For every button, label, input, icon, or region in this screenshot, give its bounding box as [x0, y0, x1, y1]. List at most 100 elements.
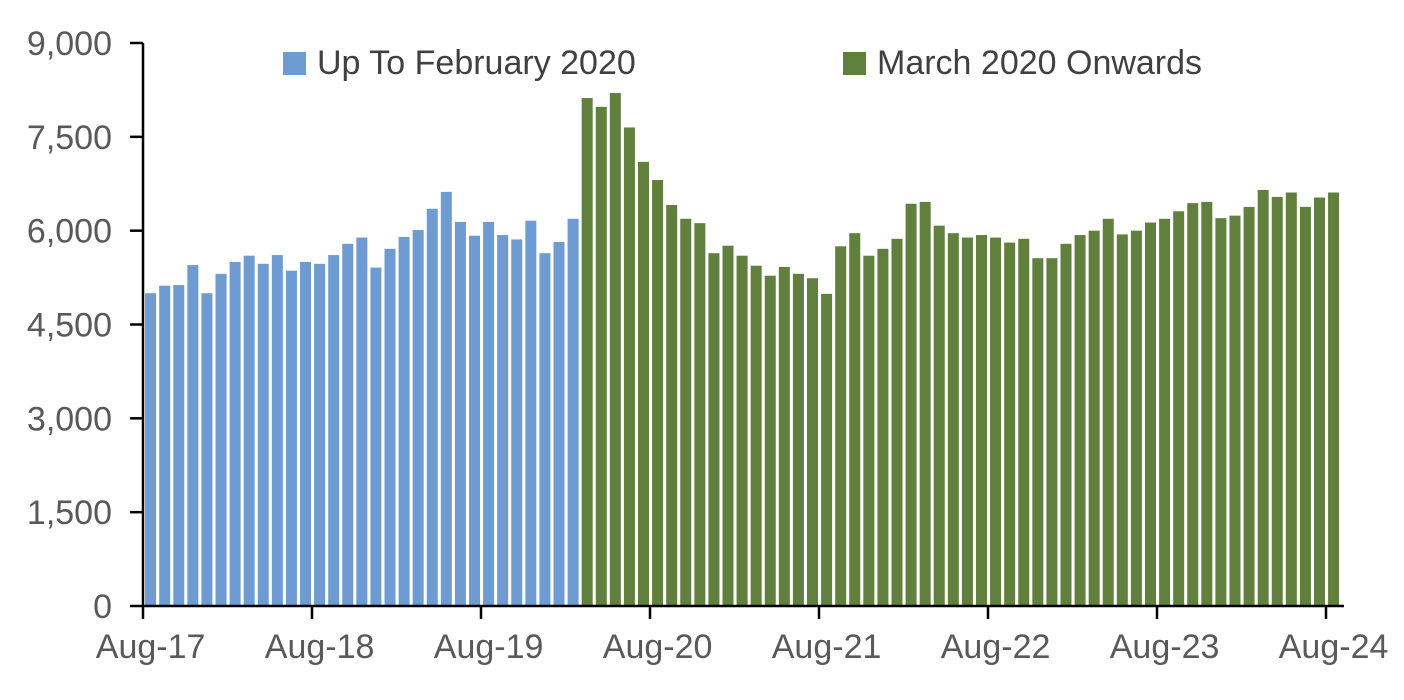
- bar-Jun-24: [1299, 206, 1311, 606]
- bar-Jul-23: [1144, 222, 1156, 606]
- x-axis-label-Aug-20: Aug-20: [603, 628, 713, 666]
- bar-Jul-21: [807, 278, 818, 606]
- bar-Aug-19: [483, 221, 495, 606]
- bar-Oct-21: [849, 233, 861, 607]
- bar-May-19: [440, 191, 452, 606]
- bar-Oct-20: [680, 218, 692, 606]
- bar-Dec-20: [708, 253, 720, 606]
- bar-Aug-18: [314, 263, 326, 606]
- bar-Apr-19: [426, 208, 438, 606]
- bar-Aug-23: [1159, 218, 1171, 606]
- bar-Aug-17: [145, 293, 157, 606]
- bar-Dec-23: [1215, 218, 1227, 606]
- y-axis-label-4,500: 4,500: [27, 307, 112, 345]
- bar-Nov-22: [1032, 258, 1044, 606]
- x-axis-label-Aug-17: Aug-17: [96, 628, 206, 666]
- x-axis-label-Aug-18: Aug-18: [265, 628, 375, 666]
- bar-Mar-19: [412, 230, 424, 607]
- bar-May-24: [1285, 192, 1297, 606]
- bar-Apr-18: [257, 263, 269, 606]
- bar-Jun-22: [961, 237, 973, 607]
- bar-May-22: [947, 233, 959, 607]
- bar-Jul-20: [638, 161, 649, 607]
- bar-Nov-23: [1201, 201, 1213, 606]
- bar-Mar-23: [1088, 230, 1100, 607]
- bar-Aug-21: [821, 293, 833, 606]
- bar-Jan-23: [1060, 243, 1072, 607]
- bar-Sep-23: [1173, 211, 1185, 606]
- bar-Dec-17: [201, 293, 213, 606]
- bar-Dec-18: [370, 267, 382, 606]
- bar-Oct-17: [173, 285, 185, 606]
- bar-Apr-23: [1102, 218, 1114, 606]
- bar-Feb-22: [905, 203, 917, 606]
- bar-Feb-20: [567, 218, 579, 606]
- y-axis-label-6,000: 6,000: [27, 213, 112, 251]
- bar-Jan-18: [215, 273, 227, 606]
- bar-Feb-24: [1243, 206, 1255, 606]
- bar-Jun-23: [1130, 230, 1142, 607]
- bar-Jan-21: [722, 245, 734, 606]
- bar-Oct-22: [1018, 238, 1030, 607]
- bar-Feb-19: [398, 236, 410, 607]
- bar-Sep-18: [328, 255, 340, 606]
- bar-Aug-22: [990, 237, 1002, 607]
- bar-Dec-21: [877, 248, 889, 606]
- bar-Mar-18: [243, 255, 255, 606]
- bar-Jan-19: [384, 248, 396, 606]
- bar-Oct-18: [342, 243, 354, 607]
- bar-Mar-21: [750, 265, 762, 606]
- y-axis-label-9,000: 9,000: [27, 25, 112, 63]
- bar-Sep-21: [835, 246, 847, 606]
- bar-Mar-22: [919, 201, 931, 606]
- bar-Oct-23: [1187, 203, 1199, 606]
- bar-Jun-18: [285, 270, 297, 606]
- bar-Sep-17: [159, 285, 171, 606]
- x-axis-label-Aug-24: Aug-24: [1279, 628, 1389, 666]
- bar-Sep-22: [1004, 242, 1016, 607]
- bar-May-18: [271, 255, 283, 606]
- bar-Apr-21: [764, 275, 776, 606]
- bar-Jul-24: [1313, 197, 1325, 606]
- bar-Jul-19: [469, 235, 481, 607]
- bar-Apr-24: [1271, 196, 1283, 606]
- bar-Apr-20: [595, 106, 607, 606]
- bar-Feb-23: [1074, 235, 1086, 607]
- bar-Mar-20: [581, 98, 593, 607]
- bar-May-21: [778, 266, 790, 606]
- bar-Jun-21: [792, 273, 804, 606]
- bar-Nov-18: [356, 237, 368, 607]
- bar-Sep-20: [666, 205, 678, 606]
- bar-Aug-20: [652, 180, 664, 606]
- y-axis-label-7,500: 7,500: [27, 119, 112, 157]
- bar-Mar-24: [1257, 190, 1269, 606]
- bar-Oct-19: [511, 239, 523, 607]
- bar-Jan-22: [891, 238, 903, 607]
- bar-May-23: [1116, 234, 1128, 607]
- bar-Nov-20: [694, 223, 706, 606]
- bar-Dec-19: [539, 253, 551, 606]
- bar-Apr-22: [933, 225, 945, 606]
- bar-Aug-24: [1328, 192, 1340, 606]
- x-axis-label-Aug-22: Aug-22: [941, 628, 1051, 666]
- bar-Jul-18: [300, 261, 312, 606]
- bar-Dec-22: [1046, 258, 1058, 606]
- bar-Nov-19: [525, 220, 537, 606]
- y-axis-label-3,000: 3,000: [27, 400, 112, 438]
- bar-Jun-19: [454, 221, 466, 606]
- bar-Sep-19: [497, 235, 509, 607]
- y-axis-label-1,500: 1,500: [27, 494, 112, 532]
- x-axis-label-Aug-23: Aug-23: [1110, 628, 1220, 666]
- y-axis-label-0: 0: [93, 588, 112, 626]
- bar-Feb-18: [229, 261, 241, 606]
- bar-Nov-21: [863, 255, 875, 606]
- x-axis-label-Aug-19: Aug-19: [434, 628, 544, 666]
- bar-Feb-21: [736, 255, 748, 606]
- bar-Jun-20: [623, 127, 635, 606]
- bar-Nov-17: [187, 265, 199, 606]
- bar-May-20: [609, 93, 621, 607]
- x-axis-label-Aug-21: Aug-21: [772, 628, 882, 666]
- bar-Jan-24: [1229, 215, 1241, 606]
